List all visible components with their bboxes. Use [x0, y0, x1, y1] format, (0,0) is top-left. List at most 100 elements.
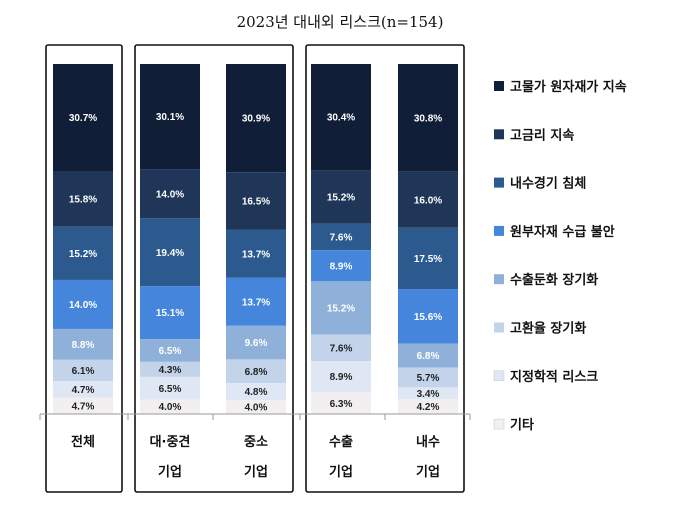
bar-segment: [226, 400, 286, 414]
legend-entry: 원부자재 수급 불안: [510, 224, 615, 240]
data-label: 15.2%: [69, 249, 97, 260]
data-label: 15.1%: [156, 308, 184, 319]
bar-segment: [226, 383, 286, 400]
group-frame: [45, 44, 123, 493]
data-label: 4.0%: [159, 402, 182, 413]
legend-entry: 고금리 지속: [510, 127, 574, 143]
data-label: 7.6%: [330, 232, 353, 243]
data-label: 15.2%: [327, 193, 355, 204]
category-label: 대·중견: [150, 434, 191, 450]
bar-segment: [398, 227, 458, 290]
category-label-line2: 기업: [329, 465, 353, 480]
data-label: 6.5%: [159, 346, 182, 357]
data-label: 5.7%: [417, 373, 440, 384]
legend-swatch: [494, 129, 504, 140]
legend-swatch: [493, 418, 505, 430]
data-label: 4.7%: [72, 385, 95, 396]
bar-segment: [311, 250, 371, 282]
bar-segment: [398, 367, 458, 388]
bar-segment: [398, 387, 458, 400]
data-label: 6.8%: [417, 351, 440, 362]
legend-entry: 기타: [510, 417, 534, 433]
data-label: 4.0%: [245, 403, 268, 414]
data-label: 30.7%: [69, 113, 97, 124]
data-label: 7.6%: [330, 343, 353, 354]
data-label: 6.5%: [159, 384, 182, 395]
data-label: 3.4%: [417, 389, 440, 400]
bar-segment: [53, 64, 113, 172]
data-label: 16.5%: [242, 197, 270, 208]
bar-segment: [53, 279, 113, 329]
bar-segment: [140, 399, 200, 414]
data-label: 14.0%: [69, 300, 97, 311]
bar-segment: [398, 289, 458, 344]
chart-title: 2023년 대내외 리스크(n=154): [237, 13, 444, 31]
bar-segment: [311, 223, 371, 251]
bar-segment: [226, 277, 286, 326]
group-frame: [134, 44, 294, 493]
bar-segment: [53, 226, 113, 280]
data-label: 17.5%: [414, 254, 442, 265]
bar-segment: [53, 397, 113, 414]
category-label: 중소: [244, 435, 268, 450]
bar-segment: [311, 170, 371, 224]
bar-segment: [53, 328, 113, 360]
data-label: 9.6%: [245, 338, 268, 349]
legend-swatch: [494, 322, 504, 333]
bar-segment: [398, 399, 458, 414]
data-label: 6.1%: [72, 366, 95, 377]
category-label-line2: 기업: [244, 465, 268, 480]
data-label: 15.6%: [414, 312, 442, 323]
data-label: 13.7%: [242, 297, 270, 308]
legend-swatch: [494, 274, 504, 285]
data-label: 13.7%: [242, 249, 270, 260]
legend-swatch: [493, 370, 505, 382]
bar-segment: [140, 339, 200, 362]
data-label: 30.9%: [242, 114, 270, 125]
bar-segment: [226, 172, 286, 230]
bar-segment: [53, 359, 113, 382]
plot-area: 30.7% 15.8% 15.2% 14.0% 8.8% 6.1% 4.7% 4.7% 30.1…: [39, 44, 471, 493]
bar-segment: [398, 343, 458, 368]
data-label: 30.4%: [327, 113, 355, 124]
bar-segment: [140, 376, 200, 400]
bar-segment: [53, 171, 113, 227]
bar-segment: [140, 169, 200, 219]
data-label: 4.8%: [245, 387, 268, 398]
bar-segment: [226, 229, 286, 278]
bar-segment: [311, 361, 371, 393]
category-label: 수출: [329, 434, 353, 450]
data-label: 6.8%: [245, 367, 268, 378]
bar-segment: [311, 64, 371, 171]
bar-segment: [226, 64, 286, 173]
group-frame: [305, 44, 465, 493]
data-label: 4.2%: [417, 402, 440, 413]
bar-segment: [53, 381, 113, 398]
bar-segment: [398, 171, 458, 228]
legend-entry: 내수경기 침체: [510, 176, 586, 192]
category-label: 내수: [416, 434, 440, 450]
legend-entry: 수출둔화 장기화: [510, 272, 598, 288]
bar-segment: [226, 359, 286, 384]
data-label: 19.4%: [156, 248, 184, 259]
data-label: 30.1%: [156, 112, 184, 123]
data-label: 8.8%: [72, 340, 95, 351]
legend-swatch: [494, 177, 504, 188]
category-label-line2: 기업: [416, 465, 440, 480]
bar-segment: [226, 325, 286, 360]
data-label: 15.8%: [69, 195, 97, 206]
data-label: 16.0%: [414, 195, 442, 206]
bar-segment: [140, 218, 200, 287]
data-label: 6.3%: [330, 399, 353, 410]
bar-segment: [140, 64, 200, 170]
category-label-line2: 기업: [158, 465, 182, 480]
data-label: 8.9%: [330, 261, 353, 272]
legend-swatch: [494, 81, 504, 91]
bar-segment: [311, 392, 371, 415]
data-label: 8.9%: [330, 372, 353, 383]
bar-segment: [140, 361, 200, 377]
bar-segment: [398, 64, 458, 172]
data-label: 15.2%: [327, 303, 355, 314]
bar-segment: [140, 286, 200, 340]
